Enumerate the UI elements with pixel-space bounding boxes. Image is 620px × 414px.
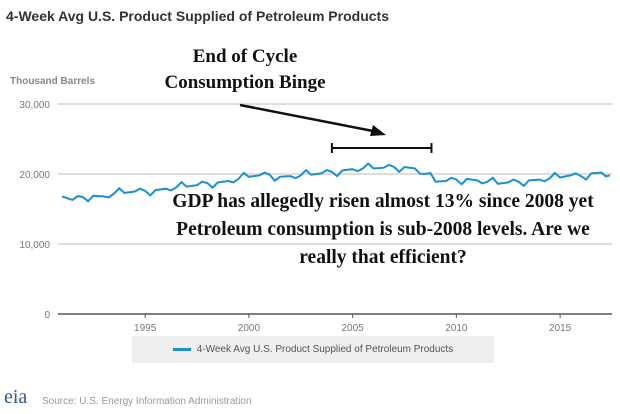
legend-swatch xyxy=(172,348,191,351)
chart-title: 4-Week Avg U.S. Product Supplied of Petr… xyxy=(6,8,389,24)
binge-line1: End of Cycle xyxy=(192,46,298,67)
binge-line2: Consumption Binge xyxy=(164,72,326,93)
source-note: Source: U.S. Energy Information Administ… xyxy=(42,396,252,407)
x-tick-label: 2005 xyxy=(342,323,365,334)
gdp-annotation: GDP has allegedly risen almost 13% since… xyxy=(172,191,594,268)
legend-label: 4-Week Avg U.S. Product Supplied of Petr… xyxy=(196,344,454,355)
x-tick-label: 1995 xyxy=(134,323,157,334)
eia-logo: eia xyxy=(4,386,28,408)
legend[interactable]: 4-Week Avg U.S. Product Supplied of Petr… xyxy=(132,336,494,363)
arrow-shaft xyxy=(239,103,379,134)
x-tick-label: 2015 xyxy=(549,323,572,334)
y-tick-label: 20,000 xyxy=(19,170,50,181)
y-tick-label: 30,000 xyxy=(19,100,50,111)
y-tick-label: 10,000 xyxy=(19,240,50,251)
x-tick-label: 2010 xyxy=(445,323,468,334)
y-tick-label: 0 xyxy=(44,310,50,321)
arrow-head xyxy=(370,125,386,136)
y-axis-label: Thousand Barrels xyxy=(10,76,96,87)
x-tick-label: 2000 xyxy=(238,323,261,334)
series-line xyxy=(61,162,611,203)
binge-annotation: End of Cycle Consumption Binge xyxy=(150,44,340,96)
